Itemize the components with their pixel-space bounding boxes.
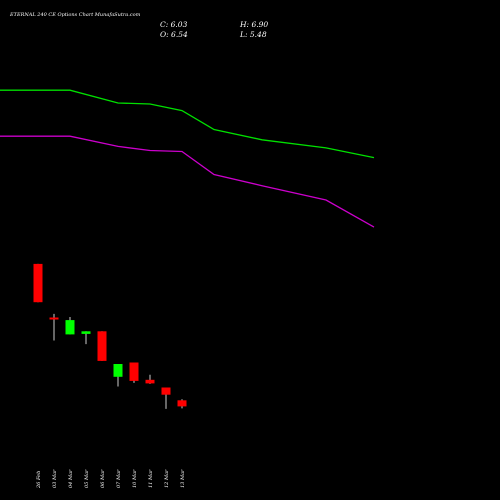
candle-body-3 [65,320,75,335]
close-readout: C: 6.03 [160,20,188,29]
low-readout: L: 5.48 [239,30,267,39]
x-tick-label: 05 Mar [84,469,90,488]
candle-body-1 [33,263,43,303]
candle-body-2 [49,317,59,320]
x-tick-label: 11 Mar [148,469,154,488]
moving-averages [0,89,375,228]
ma-line-1 [0,89,375,159]
candles [33,263,187,409]
candle-body-9 [161,387,171,395]
x-tick-label: 26 Feb [36,471,42,489]
candle-body-10 [177,400,187,407]
x-tick-label: 04 Mar [68,469,74,488]
x-tick-label: 07 Mar [116,469,122,488]
candle-body-8 [145,379,155,384]
high-readout: H: 6.90 [239,20,268,29]
candle-body-5 [97,331,107,361]
x-tick-label: 10 Mar [132,469,138,488]
x-tick-label: 12 Mar [164,469,170,488]
candle-body-4 [81,331,91,334]
candle-body-7 [129,362,139,381]
x-tick-label: 13 Mar [180,469,186,488]
x-tick-label: 03 Mar [52,469,58,488]
x-axis-ticks: 26 Feb 03 Mar 04 Mar 05 Mar 06 Mar 07 Mar 10 M… [36,469,186,489]
x-tick-label: 06 Mar [100,469,106,488]
ma-line-2 [0,135,375,228]
open-readout: O: 6.54 [160,30,188,39]
chart-title: ETERNAL 240 CE Options Chart MunafaSutra… [9,12,141,18]
candle-body-6 [113,364,123,377]
